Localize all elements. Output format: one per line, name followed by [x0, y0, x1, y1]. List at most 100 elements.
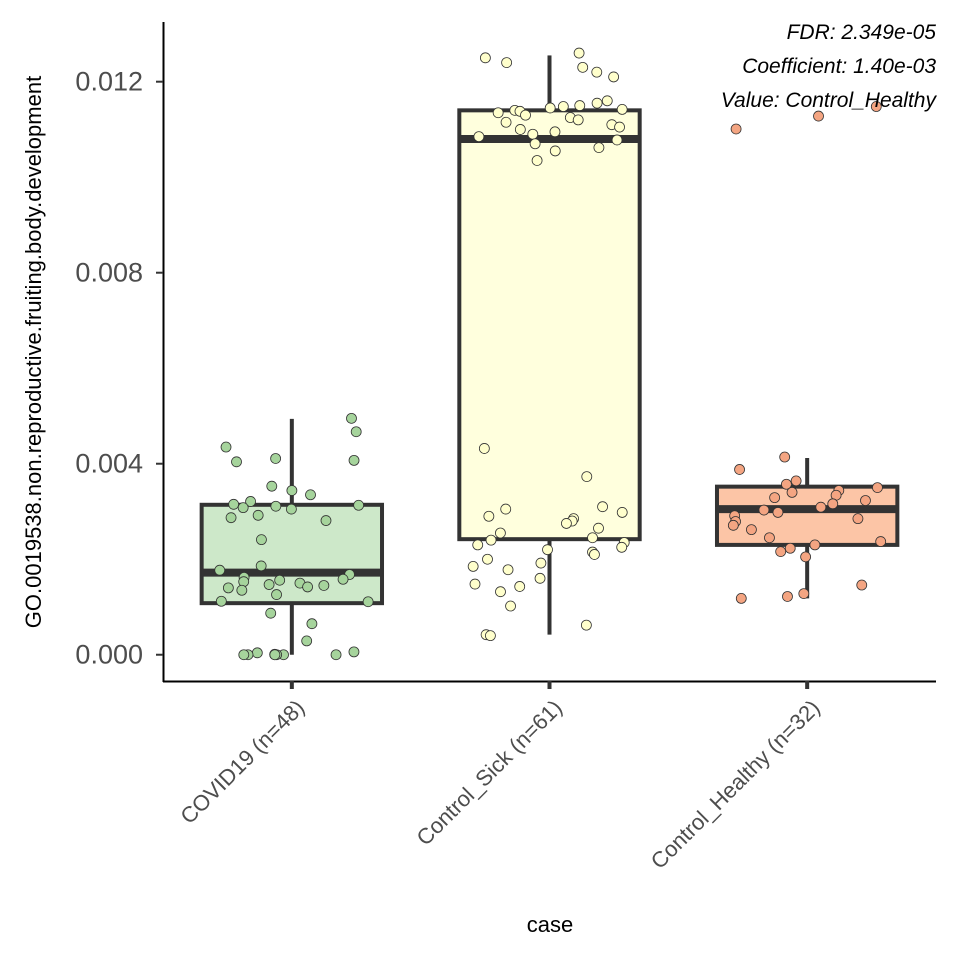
data-point	[786, 486, 798, 498]
data-point	[245, 496, 256, 507]
data-point	[860, 495, 871, 506]
data-point	[616, 507, 628, 518]
data-point	[225, 512, 237, 524]
data-point	[483, 510, 495, 522]
data-point	[302, 581, 313, 593]
data-point	[587, 532, 598, 544]
data-point	[872, 482, 883, 493]
data-point	[318, 580, 330, 591]
data-point	[337, 573, 349, 585]
data-point	[577, 61, 589, 73]
x-axis-title: case	[527, 912, 573, 937]
annotation-fdr: FDR: 2.349e-05	[787, 21, 937, 44]
data-point	[781, 478, 792, 490]
data-point	[535, 557, 547, 569]
data-point	[520, 109, 531, 121]
data-point	[479, 52, 491, 64]
data-point	[485, 630, 496, 642]
data-point	[495, 527, 506, 539]
data-point	[772, 507, 784, 518]
data-point	[529, 138, 541, 150]
data-point	[798, 588, 810, 600]
y-tick-label: 0.004	[75, 449, 143, 479]
data-point	[544, 102, 556, 114]
data-point	[784, 542, 796, 554]
data-point	[348, 646, 360, 658]
data-point	[591, 97, 603, 109]
box-iqr	[714, 484, 900, 547]
data-point	[764, 532, 775, 544]
y-tick-label: 0.000	[75, 640, 143, 670]
data-point	[870, 101, 882, 112]
data-point	[746, 524, 757, 536]
data-point	[827, 498, 839, 510]
data-point	[482, 553, 493, 565]
y-axis-ticks: 0.000 0.004 0.008 0.012	[75, 67, 163, 670]
data-point	[472, 539, 484, 551]
data-point	[800, 551, 812, 563]
data-point	[271, 589, 282, 600]
data-point	[305, 489, 316, 501]
y-tick-label: 0.012	[75, 67, 143, 97]
data-point	[256, 534, 267, 546]
data-point	[238, 649, 250, 661]
data-point	[591, 66, 603, 78]
data-point	[589, 549, 600, 560]
x-axis-ticks: COVID19 (n=48) Control_Sick (n=61) Control…	[175, 681, 825, 874]
jitter-points-layer	[214, 47, 887, 661]
data-point	[330, 649, 342, 661]
data-point	[265, 607, 277, 619]
data-point	[473, 131, 485, 143]
data-point	[469, 578, 481, 590]
data-point	[220, 441, 232, 453]
data-point	[348, 454, 360, 466]
data-point	[228, 498, 240, 510]
data-point	[231, 456, 242, 468]
annotation-value: Value: Control_Healthy	[721, 89, 938, 112]
data-point	[614, 121, 625, 133]
data-point	[611, 134, 623, 146]
data-point	[561, 518, 572, 529]
data-point	[779, 451, 791, 463]
data-point	[492, 107, 504, 119]
data-point	[346, 412, 357, 424]
data-point	[769, 492, 781, 504]
data-point	[531, 155, 543, 166]
data-point	[255, 560, 267, 572]
x-tick-label: Control_Sick (n=61)	[411, 695, 567, 851]
data-point	[269, 649, 281, 661]
data-point	[320, 515, 332, 526]
data-point	[505, 600, 516, 612]
data-point	[215, 595, 227, 607]
data-point	[790, 475, 802, 487]
data-point	[467, 560, 479, 572]
data-point	[485, 534, 497, 546]
data-point	[222, 582, 234, 594]
data-point	[514, 124, 526, 135]
data-point	[362, 596, 374, 608]
data-point	[730, 123, 742, 135]
data-point	[580, 619, 592, 631]
data-point	[852, 513, 864, 525]
data-point	[735, 592, 747, 604]
data-point	[815, 501, 827, 513]
data-point	[251, 647, 263, 659]
data-point	[350, 426, 362, 438]
data-point	[534, 572, 546, 584]
data-point	[813, 110, 824, 122]
data-point	[581, 471, 593, 483]
data-point	[214, 564, 226, 576]
data-point	[501, 57, 513, 68]
data-point	[306, 618, 318, 630]
data-point	[301, 635, 313, 647]
y-axis-title: GO.0019538.non.reproductive.fruiting.bod…	[21, 76, 46, 628]
annotation-coefficient: Coefficient: 1.40e-03	[742, 55, 936, 78]
data-point	[549, 145, 561, 157]
data-point	[527, 128, 539, 140]
data-point	[856, 579, 868, 591]
data-point	[572, 114, 584, 126]
data-point	[758, 504, 770, 516]
data-point	[601, 95, 613, 107]
data-point	[500, 116, 512, 128]
data-point	[285, 503, 297, 515]
